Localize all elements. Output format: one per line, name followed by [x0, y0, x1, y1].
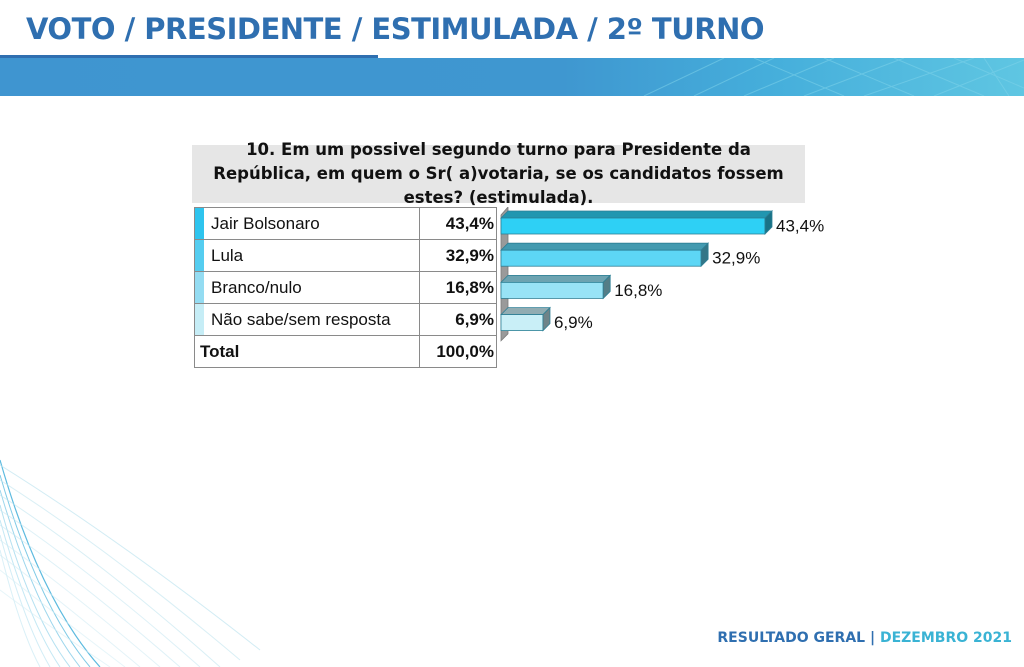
row-value: 43,4% [419, 207, 497, 240]
results-table: Jair Bolsonaro 43,4% Lula 32,9% Branco/n… [194, 207, 497, 368]
bar-group: 43,4% [500, 210, 824, 235]
table-total-row: Total 100,0% [194, 335, 497, 368]
table-row: Branco/nulo 16,8% [194, 271, 497, 304]
bar-side-face [700, 242, 709, 268]
bar [500, 217, 766, 235]
bar-value-label: 43,4% [776, 216, 824, 235]
bar-top-face [500, 275, 612, 283]
table-row: Lula 32,9% [194, 239, 497, 272]
row-value: 16,8% [419, 271, 497, 304]
bar-value-label: 6,9% [554, 313, 593, 332]
bar-value-label: 32,9% [712, 249, 760, 268]
bar-top-face [500, 210, 773, 219]
question-text: 10. Em um possivel segundo turno para Pr… [213, 140, 784, 207]
bar-chart: 43,4% 32,9% 16,8% 6,9% [500, 207, 824, 342]
row-color-swatch [194, 207, 204, 240]
total-value: 100,0% [419, 335, 497, 368]
bar-top-face [500, 242, 710, 251]
table-row: Jair Bolsonaro 43,4% [194, 207, 497, 240]
row-value: 6,9% [419, 303, 497, 336]
bar [500, 282, 604, 299]
footer-date: DEZEMBRO 2021 [879, 630, 1012, 646]
bar-group: 16,8% [500, 274, 662, 300]
bar-group: 32,9% [500, 242, 760, 268]
bar [500, 249, 702, 267]
bar-top-face [500, 307, 551, 315]
row-label: Lula [204, 239, 420, 272]
header-band [0, 58, 1024, 96]
question-box: 10. Em um possivel segundo turno para Pr… [192, 140, 805, 207]
bar-side-face [602, 274, 611, 300]
table-row: Não sabe/sem resposta 6,9% [194, 303, 497, 336]
bar-group: 6,9% [500, 306, 593, 332]
footer: RESULTADO GERAL | DEZEMBRO 2021 [717, 630, 1012, 646]
row-label: Não sabe/sem resposta [204, 303, 420, 336]
decorative-wave-lines [0, 459, 261, 667]
row-color-swatch [194, 271, 204, 304]
row-color-swatch [194, 303, 204, 336]
bar-side-face [764, 210, 773, 235]
bar-value-label: 16,8% [614, 281, 662, 300]
bar [500, 314, 544, 331]
bar-side-face [542, 306, 551, 332]
axis-wall [500, 207, 509, 342]
row-label: Branco/nulo [204, 271, 420, 304]
row-color-swatch [194, 239, 204, 272]
footer-label: RESULTADO GERAL [717, 630, 866, 646]
page-title: VOTO / PRESIDENTE / ESTIMULADA / 2º TURN… [26, 12, 765, 46]
footer-separator: | [869, 630, 876, 646]
row-value: 32,9% [419, 239, 497, 272]
row-label: Jair Bolsonaro [204, 207, 420, 240]
header-mesh-decoration [643, 58, 1024, 96]
title-underline [0, 55, 378, 59]
total-label: Total [194, 335, 420, 368]
